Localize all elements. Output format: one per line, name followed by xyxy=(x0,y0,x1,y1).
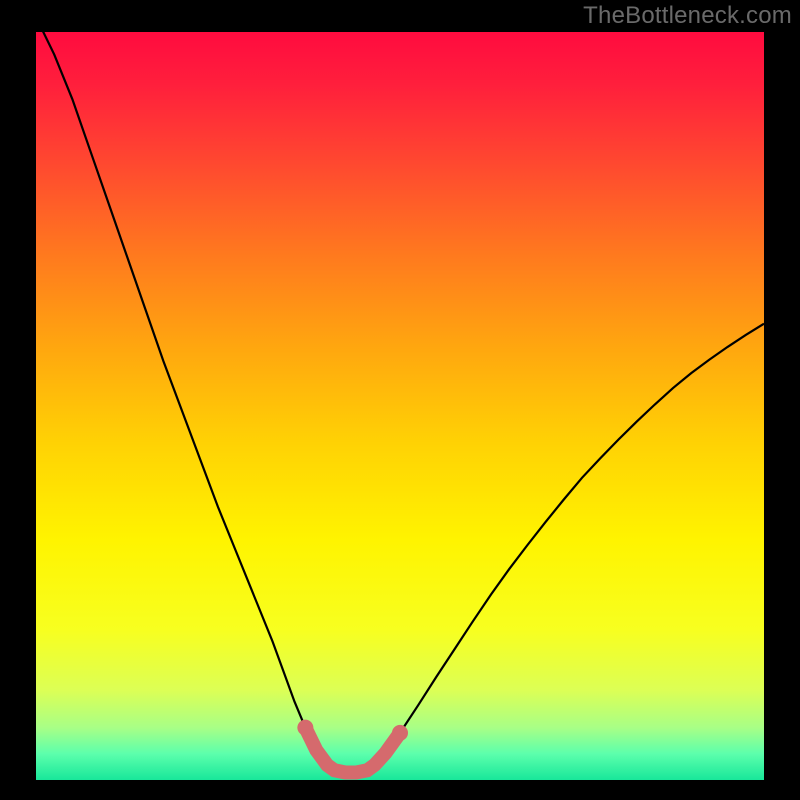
bottleneck-chart xyxy=(0,0,800,800)
chart-container: TheBottleneck.com xyxy=(0,0,800,800)
watermark-text: TheBottleneck.com xyxy=(583,2,792,30)
